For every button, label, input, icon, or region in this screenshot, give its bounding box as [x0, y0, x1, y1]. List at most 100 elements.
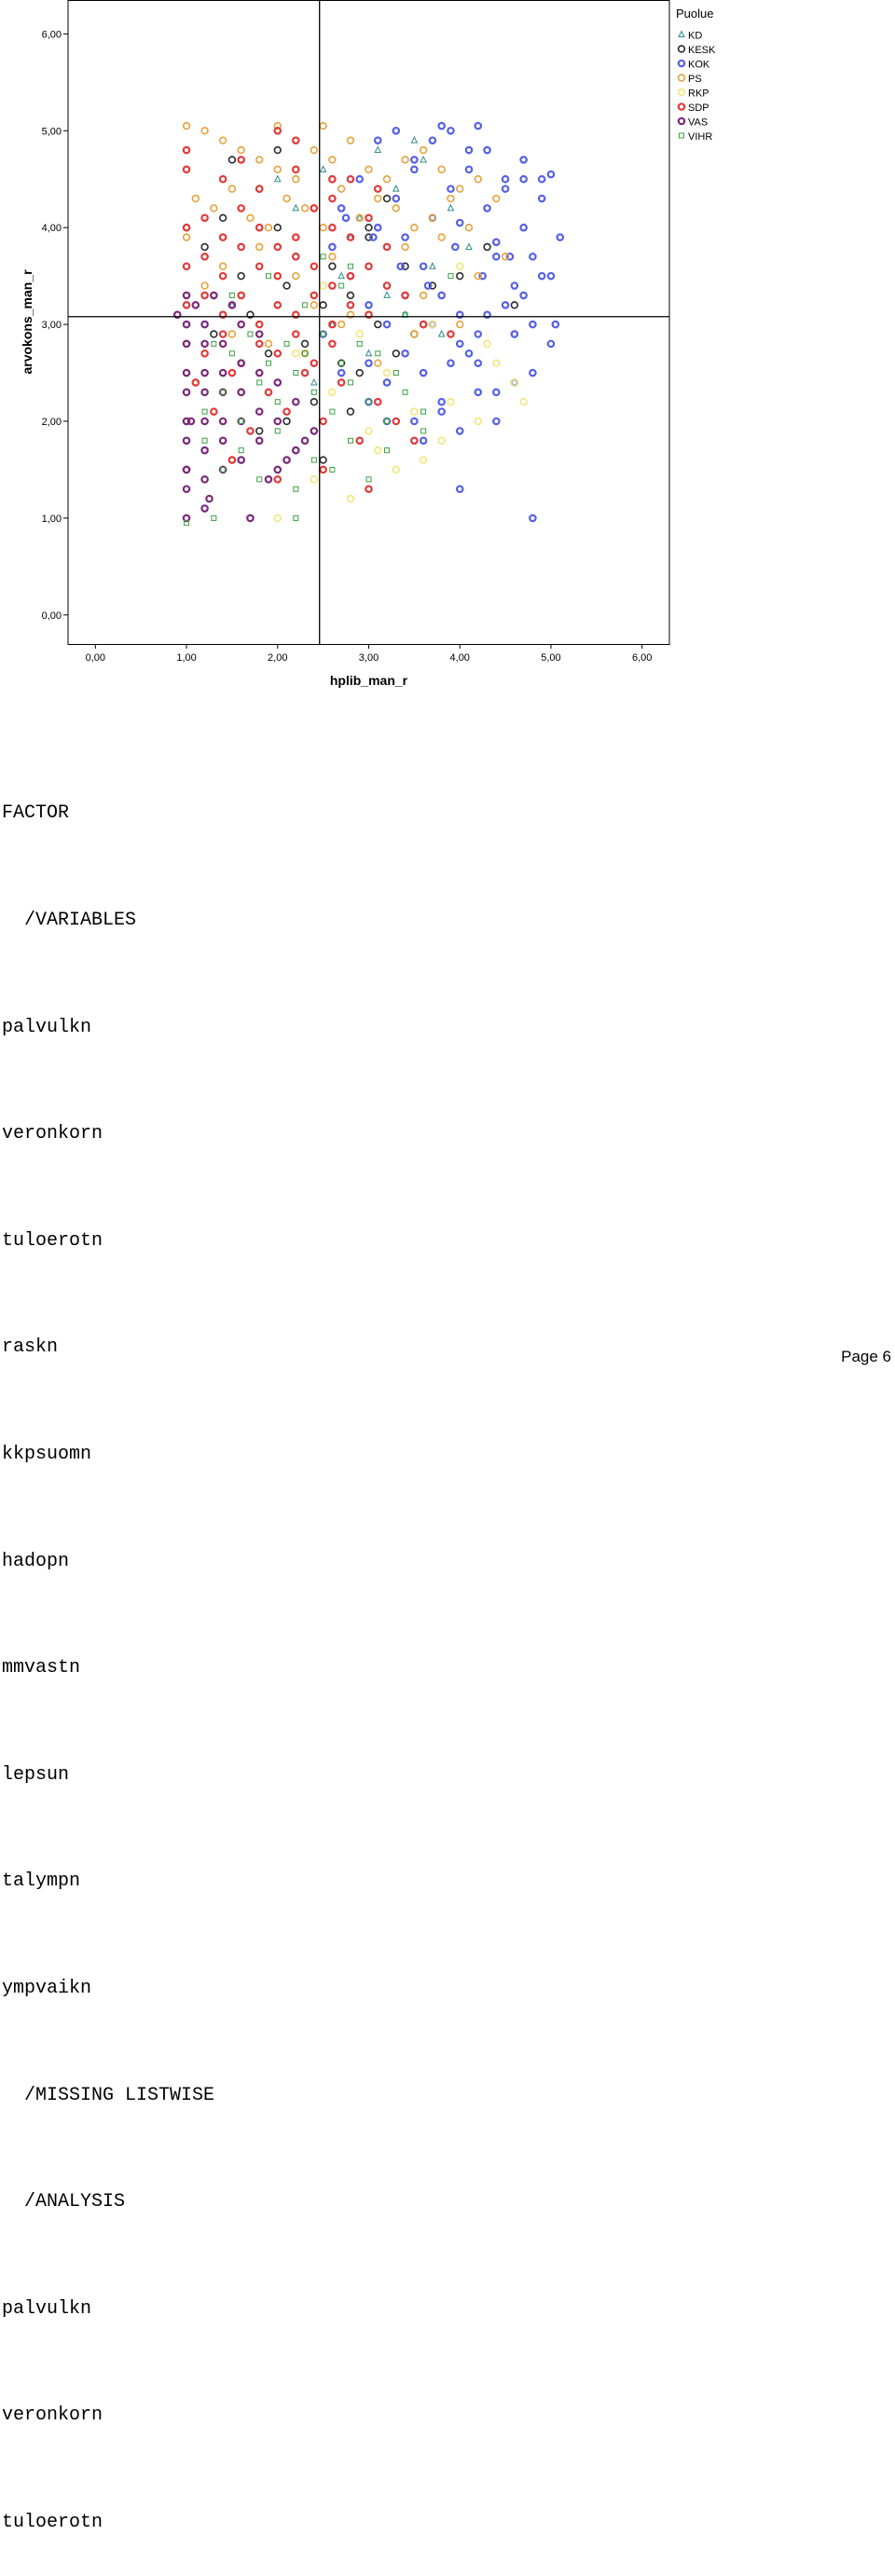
legend-entry-label: SDP: [688, 103, 709, 114]
data-point: [200, 281, 209, 290]
data-point: [293, 486, 299, 492]
data-point: [274, 399, 281, 405]
data-point: [310, 359, 319, 367]
data-point: [373, 223, 382, 232]
data-point: [182, 339, 191, 349]
data-point: [519, 291, 528, 300]
data-point: [419, 145, 428, 155]
syntax-line: veronkorn: [2, 2405, 103, 2427]
syntax-line: FACTOR: [2, 802, 70, 825]
data-point: [492, 253, 501, 261]
data-point: [218, 330, 227, 338]
data-point: [182, 301, 191, 309]
data-point: [519, 223, 528, 232]
data-point: [220, 466, 227, 473]
data-point: [182, 223, 191, 232]
data-point: [382, 378, 392, 387]
y-tick-label: 0,00: [42, 610, 62, 622]
data-point: [255, 427, 264, 435]
data-point: [182, 165, 191, 174]
data-point: [210, 407, 218, 416]
data-point: [365, 301, 373, 309]
legend-entry-label: KESK: [688, 45, 716, 56]
legend-marker: [677, 45, 686, 53]
data-point: [227, 456, 237, 464]
data-points: [172, 121, 565, 527]
data-point: [182, 145, 191, 155]
data-point: [455, 310, 464, 320]
data-point: [382, 242, 392, 252]
legend-marker: [679, 132, 684, 139]
data-point: [210, 204, 218, 212]
scatter-plot-svg: 0,00 1,00 2,00 3,00 4,00 5,00 6,00 0,00 1,00 2,00…: [20, 0, 716, 688]
data-point: [437, 165, 446, 174]
legend-entry-label: KOK: [688, 60, 710, 71]
data-point: [429, 262, 436, 269]
data-point: [346, 407, 355, 416]
data-point: [237, 388, 245, 397]
data-point: [200, 349, 209, 358]
data-point: [510, 281, 519, 290]
data-point: [392, 185, 400, 192]
data-point: [437, 121, 446, 130]
data-point: [264, 388, 273, 397]
data-point: [401, 262, 409, 270]
data-point: [282, 456, 291, 464]
data-point: [200, 475, 209, 484]
data-point: [464, 145, 474, 155]
data-point: [200, 504, 209, 513]
data-point: [237, 145, 245, 155]
data-point: [337, 368, 346, 377]
data-point: [191, 301, 200, 309]
x-tick-label: 2,00: [268, 652, 287, 664]
data-point: [419, 320, 428, 329]
data-point: [205, 494, 213, 503]
data-point: [365, 349, 373, 357]
data-point: [392, 194, 401, 203]
data-point: [273, 121, 282, 130]
data-point: [319, 223, 327, 232]
x-axis-title: hplib_man_r: [330, 673, 408, 688]
data-point: [310, 291, 319, 300]
data-point: [474, 121, 483, 130]
data-point: [337, 378, 346, 387]
data-point: [365, 213, 373, 223]
data-point: [246, 310, 255, 319]
legend-entry-label: VIHR: [688, 131, 712, 143]
data-point: [282, 407, 291, 416]
legend-marker: [677, 88, 686, 97]
series-kd: [228, 136, 473, 386]
data-point: [492, 238, 501, 247]
data-point: [447, 330, 455, 338]
syntax-line: /VARIABLES: [2, 910, 137, 931]
data-point: [182, 388, 191, 397]
data-point: [420, 155, 427, 163]
data-point: [237, 456, 245, 464]
data-point: [319, 121, 327, 130]
data-point: [218, 233, 227, 241]
data-point: [437, 397, 446, 406]
data-point: [374, 445, 382, 455]
data-point: [373, 185, 382, 193]
data-point: [266, 360, 271, 366]
data-point: [218, 136, 227, 144]
data-point: [373, 136, 382, 144]
data-point: [464, 165, 474, 174]
data-point: [247, 331, 254, 337]
legend-title: Puolue: [676, 7, 713, 21]
data-point: [237, 359, 245, 367]
data-point: [320, 331, 326, 337]
data-point: [201, 437, 208, 444]
data-point: [375, 350, 381, 357]
data-point: [292, 310, 300, 320]
data-point: [273, 475, 282, 484]
data-point: [456, 185, 464, 193]
data-point: [200, 127, 209, 135]
data-point: [264, 475, 273, 484]
data-point: [492, 194, 501, 203]
x-tick-label: 5,00: [541, 652, 560, 664]
data-point: [273, 145, 282, 155]
data-point: [529, 368, 537, 377]
data-point: [310, 475, 319, 484]
data-point: [182, 291, 191, 300]
